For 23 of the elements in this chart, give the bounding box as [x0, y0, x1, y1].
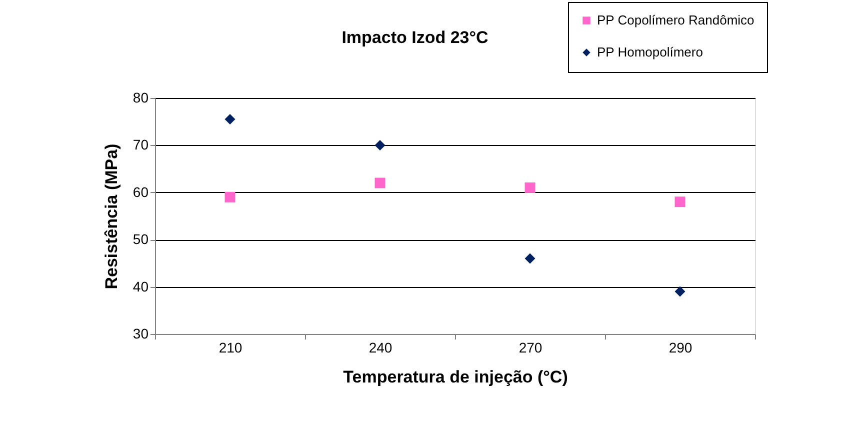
legend-label: PP Homopolímero — [597, 44, 703, 60]
x-tick-label: 290 — [668, 340, 692, 356]
point — [374, 140, 386, 150]
point — [374, 178, 386, 188]
legend-label: PP Copolímero Randômico — [597, 12, 754, 28]
x-tick-label: 240 — [368, 340, 392, 356]
y-tick-label: 70 — [132, 136, 149, 153]
y-axis-title: Resistência (MPa) — [102, 144, 121, 290]
x-tick-label: 210 — [218, 340, 242, 356]
point — [524, 253, 536, 264]
point — [674, 286, 686, 297]
y-tick-label: 80 — [132, 90, 149, 106]
point — [224, 114, 236, 124]
chart-title: Impacto Izod 23°C — [342, 28, 488, 47]
x-tick-label: 270 — [518, 340, 542, 356]
point — [524, 182, 536, 193]
point — [674, 196, 686, 208]
x-axis-title: Temperatura de injeção (°C) — [343, 368, 568, 386]
y-tick-label: 60 — [132, 184, 149, 200]
point — [224, 192, 236, 202]
y-tick-label: 50 — [132, 231, 149, 248]
y-tick-label: 40 — [132, 278, 149, 294]
y-tick-label: 30 — [132, 326, 149, 342]
